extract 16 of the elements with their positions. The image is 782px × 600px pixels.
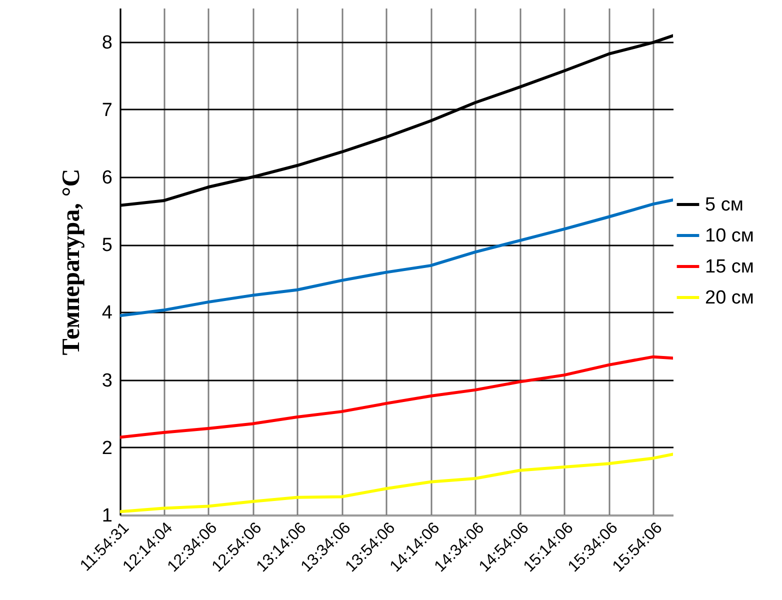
y-tick-label: 7 bbox=[102, 100, 112, 121]
line-series bbox=[120, 355, 673, 439]
legend-label: 5 см bbox=[705, 194, 744, 216]
line-series bbox=[120, 452, 673, 514]
legend-label: 20 см bbox=[705, 288, 754, 308]
y-tick-label: 8 bbox=[102, 32, 112, 54]
y-tick-label: 5 bbox=[102, 235, 112, 256]
legend-label: 15 см bbox=[705, 256, 754, 278]
y-tick-label: 4 bbox=[102, 302, 113, 324]
y-tick-label: 3 bbox=[102, 370, 112, 392]
legend-label: 10 см bbox=[705, 226, 754, 246]
y-axis-title: Температура, °С bbox=[58, 168, 85, 356]
y-tick-label: 1 bbox=[102, 506, 112, 526]
y-tick-label: 2 bbox=[102, 438, 112, 459]
y-tick-label: 6 bbox=[102, 168, 112, 188]
line-series bbox=[120, 198, 673, 318]
